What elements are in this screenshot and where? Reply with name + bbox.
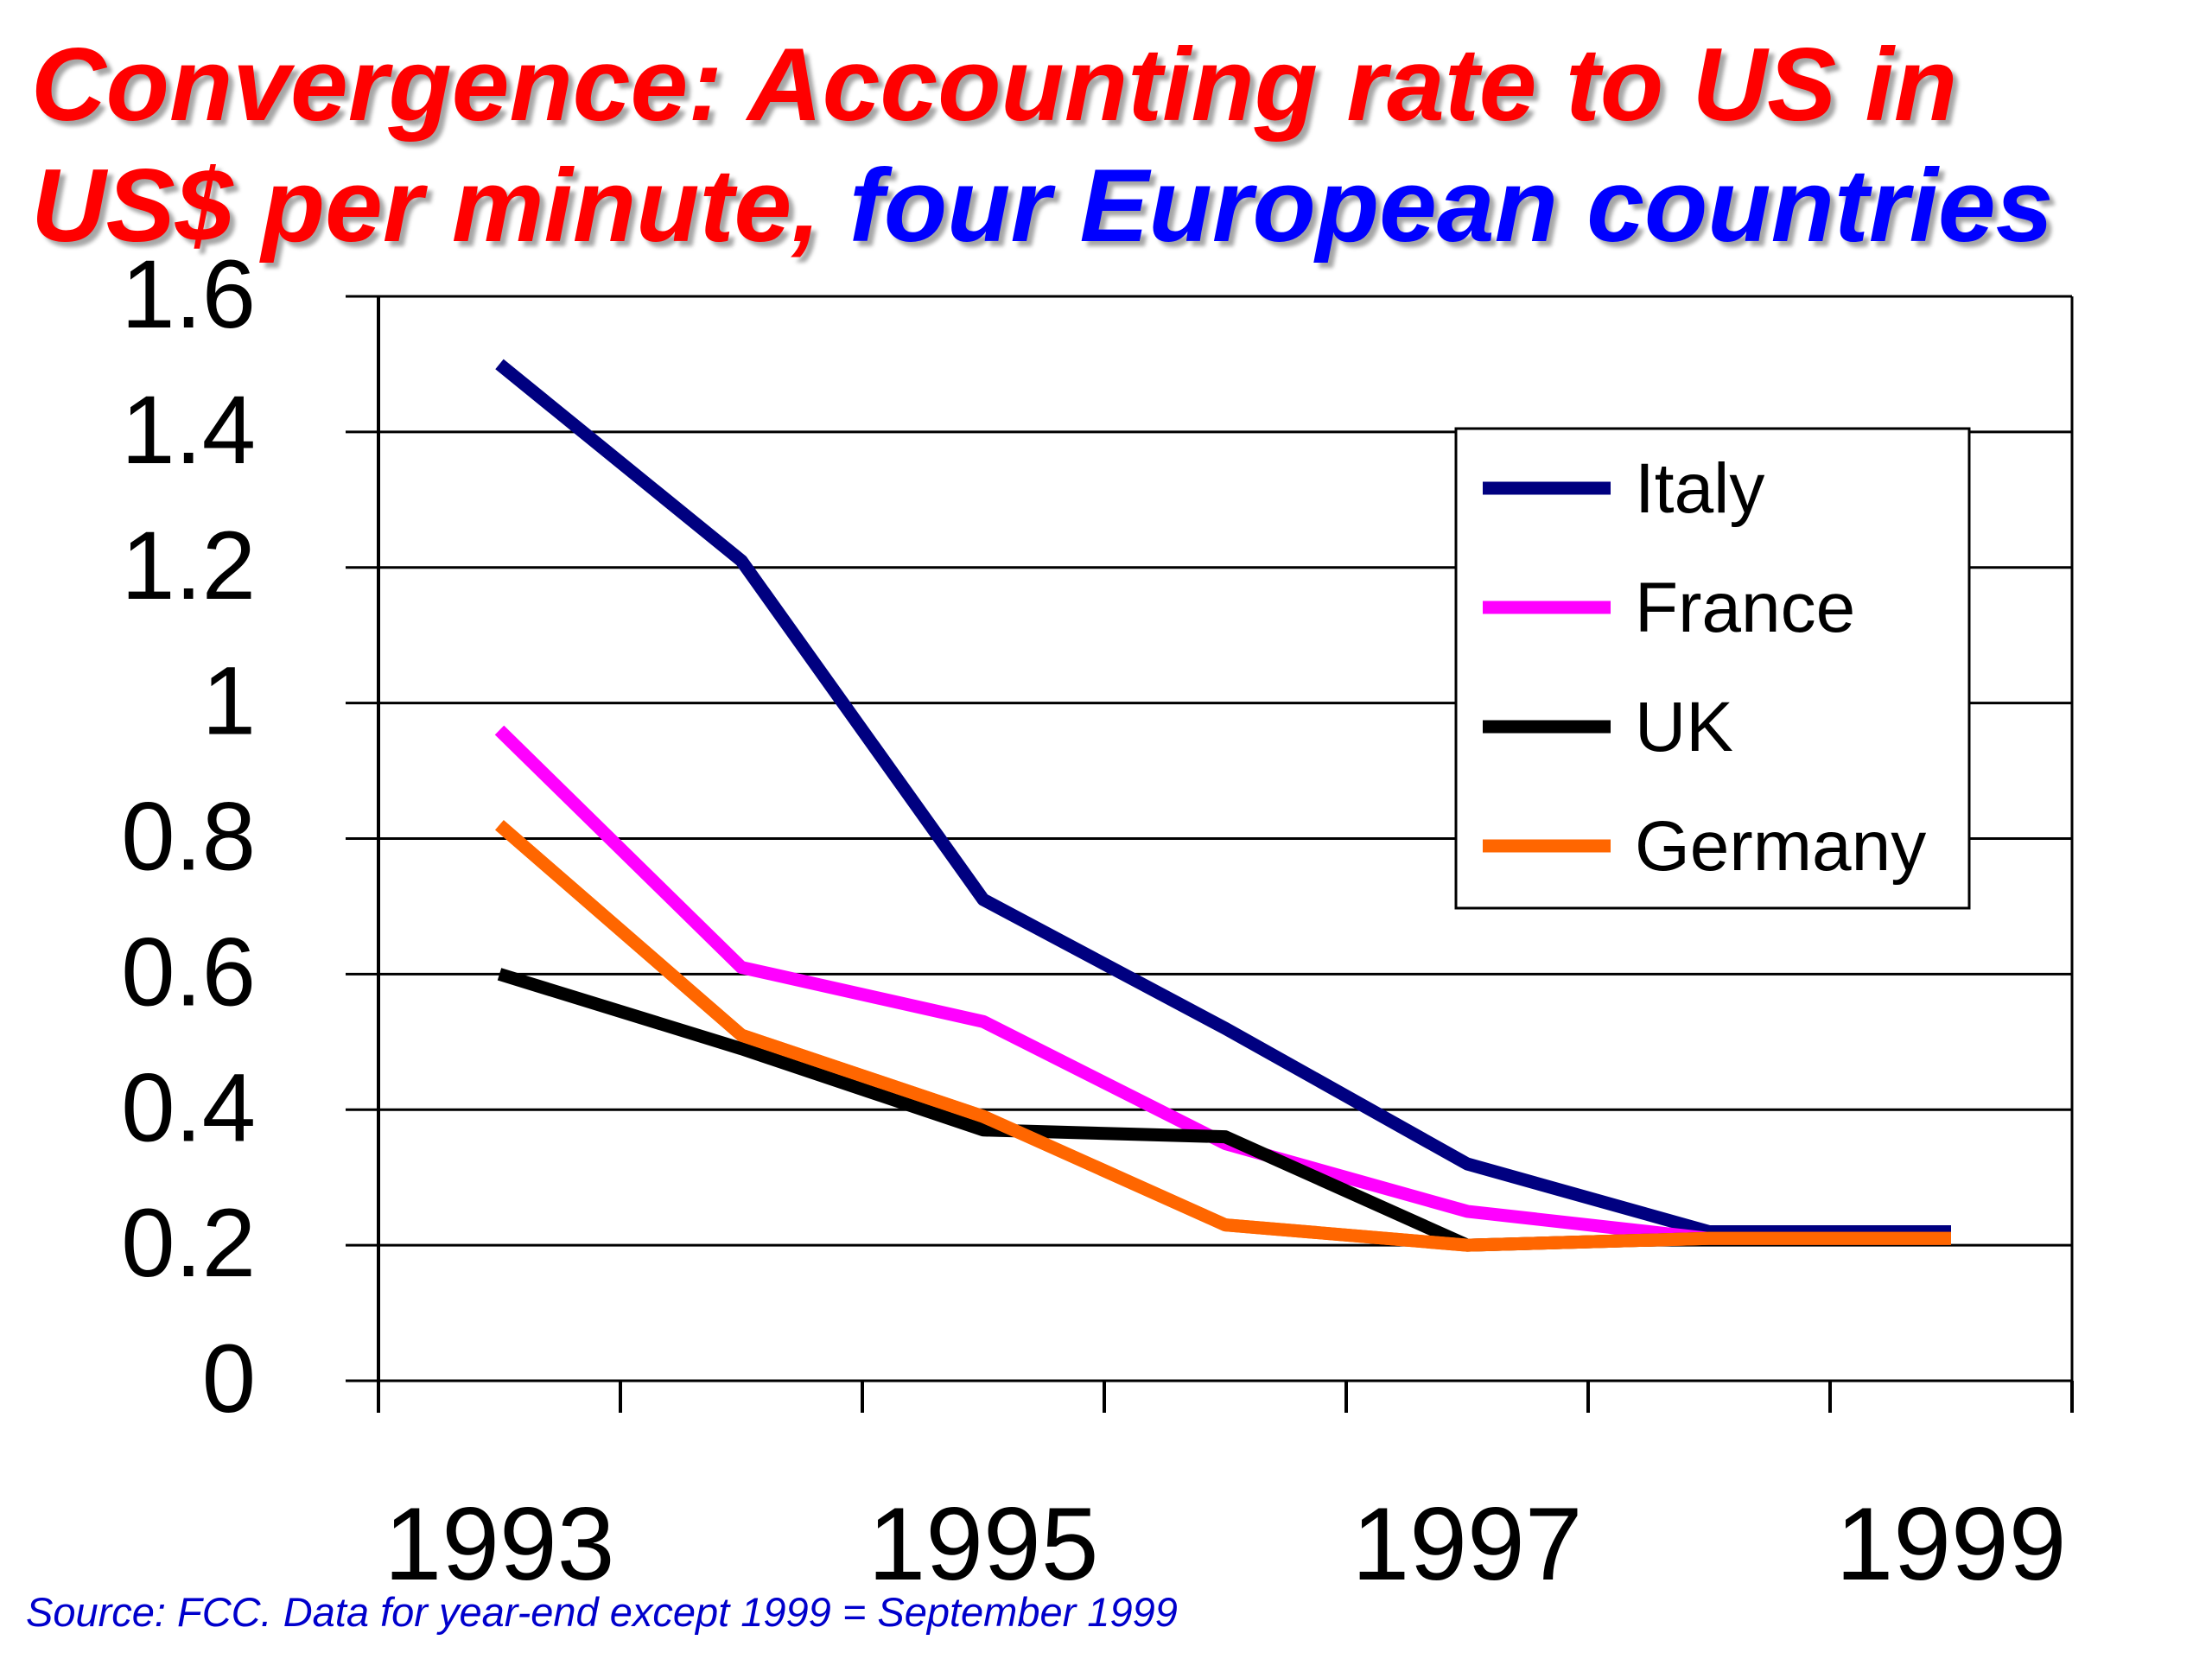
legend: Italy France UK Germany bbox=[1454, 427, 1971, 910]
y-tick-label: 0.2 bbox=[121, 1189, 256, 1297]
legend-label-germany: Germany bbox=[1635, 807, 1926, 886]
data-series bbox=[494, 359, 1951, 1252]
axes bbox=[346, 295, 2074, 1413]
x-tick-label: 1999 bbox=[1836, 1486, 2067, 1602]
legend-box bbox=[1454, 427, 1971, 910]
y-tick-label: 1 bbox=[202, 647, 256, 755]
chart-title-line-2: US$ per minute, four European countries bbox=[31, 154, 2053, 257]
y-tick-label: 0.8 bbox=[121, 783, 256, 891]
y-tick-label: 0.6 bbox=[121, 918, 256, 1026]
source-note: Source: FCC. Data for year-end except 19… bbox=[26, 1589, 1178, 1635]
y-tick-label: 1.6 bbox=[121, 240, 256, 348]
chart-title-line-1: Convergence: Accounting rate to US in bbox=[31, 33, 1957, 137]
title-line-1-text: Convergence: Accounting rate to US in bbox=[31, 27, 1958, 143]
x-tick-label: 1993 bbox=[385, 1486, 615, 1602]
y-tick-label: 1.4 bbox=[121, 376, 256, 484]
y-tick-label: 0 bbox=[202, 1325, 256, 1433]
x-axis-tick-labels: 1993 1995 1997 1999 bbox=[385, 1486, 2067, 1602]
legend-label-italy: Italy bbox=[1635, 449, 1764, 528]
title-line-2-red-text: US$ per minute, bbox=[31, 148, 849, 264]
x-tick-label: 1995 bbox=[868, 1486, 1099, 1602]
y-axis-tick-labels: 0 0.2 0.4 0.6 0.8 1 1.2 1.4 1.6 bbox=[121, 240, 256, 1433]
x-tick-label: 1997 bbox=[1352, 1486, 1583, 1602]
title-line-2-blue-text: four European countries bbox=[849, 148, 2054, 264]
y-tick-label: 0.4 bbox=[121, 1053, 256, 1161]
legend-label-uk: UK bbox=[1635, 688, 1733, 766]
legend-label-france: France bbox=[1635, 569, 1855, 647]
y-tick-label: 1.2 bbox=[121, 512, 256, 620]
series-line-italy bbox=[495, 359, 1951, 1238]
series-line-germany-overlay bbox=[495, 820, 1951, 1252]
